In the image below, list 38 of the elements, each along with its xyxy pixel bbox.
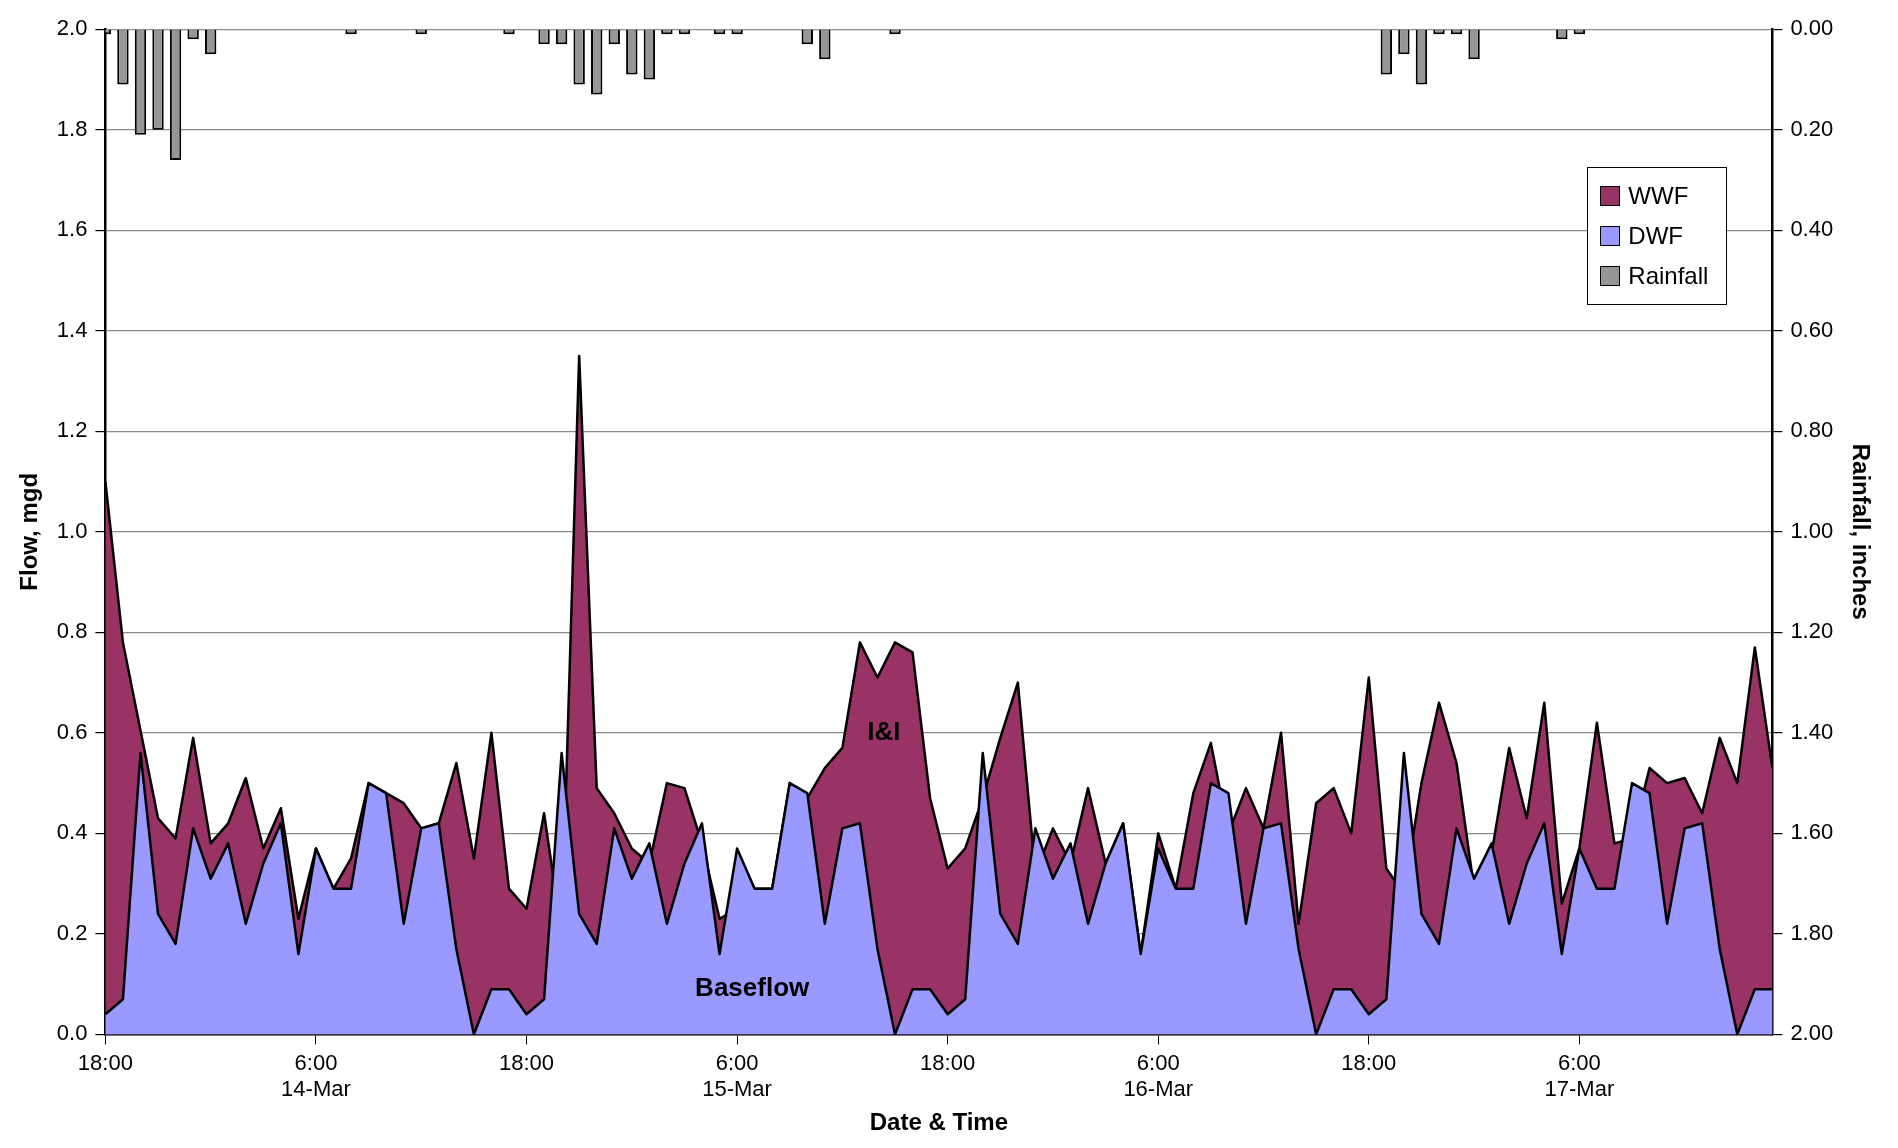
x-axis-title: Date & Time: [869, 1108, 1009, 1136]
y-tick-label: 0.6: [56, 718, 88, 744]
y2-tick-label: 1.60: [1790, 819, 1834, 845]
y-tick-label: 0.2: [56, 919, 88, 945]
x-tick-label: 6:00 17-Mar: [1544, 1049, 1615, 1102]
legend-label: DWF: [1628, 221, 1683, 252]
annotation: Baseflow: [695, 972, 811, 1003]
x-tick-label: 6:00 16-Mar: [1123, 1049, 1194, 1102]
y2-tick-label: 0.40: [1790, 216, 1834, 242]
x-tick-label: 18:00: [1341, 1049, 1397, 1075]
y-tick-label: 1.8: [56, 115, 88, 141]
y-tick-label: 1.0: [56, 517, 88, 543]
y2-tick-label: 1.40: [1790, 718, 1834, 744]
y2-tick-label: 0.60: [1790, 316, 1834, 342]
x-tick-label: 18:00: [77, 1049, 133, 1075]
y2-tick-label: 1.80: [1790, 919, 1834, 945]
y-tick-label: 0.0: [56, 1020, 88, 1046]
y2-tick-label: 2.00: [1790, 1020, 1834, 1046]
y-axis-title: Flow, mgd: [15, 472, 43, 591]
annotation: I&I: [867, 716, 901, 747]
y2-tick-label: 0.20: [1790, 115, 1834, 141]
y2-tick-label: 0.00: [1790, 15, 1834, 41]
x-tick-label: 18:00: [498, 1049, 555, 1075]
y2-axis-title: Rainfall, inches: [1847, 443, 1875, 620]
y2-tick-label: 0.80: [1790, 417, 1834, 443]
x-tick-label: 6:00 15-Mar: [702, 1049, 772, 1102]
y-tick-label: 2.0: [56, 15, 88, 41]
legend-label: WWF: [1628, 181, 1689, 212]
y2-tick-label: 1.20: [1790, 618, 1834, 644]
y-tick-label: 1.4: [56, 316, 88, 342]
y-tick-label: 0.8: [56, 618, 88, 644]
y-tick-label: 1.6: [56, 216, 88, 242]
x-tick-label: 6:00 14-Mar: [281, 1049, 351, 1102]
x-tick-label: 18:00: [920, 1049, 976, 1075]
y-tick-label: 1.2: [56, 417, 88, 443]
y-tick-label: 0.4: [56, 819, 88, 845]
y2-tick-label: 1.00: [1790, 517, 1834, 543]
legend-label: Rainfall: [1628, 261, 1709, 292]
